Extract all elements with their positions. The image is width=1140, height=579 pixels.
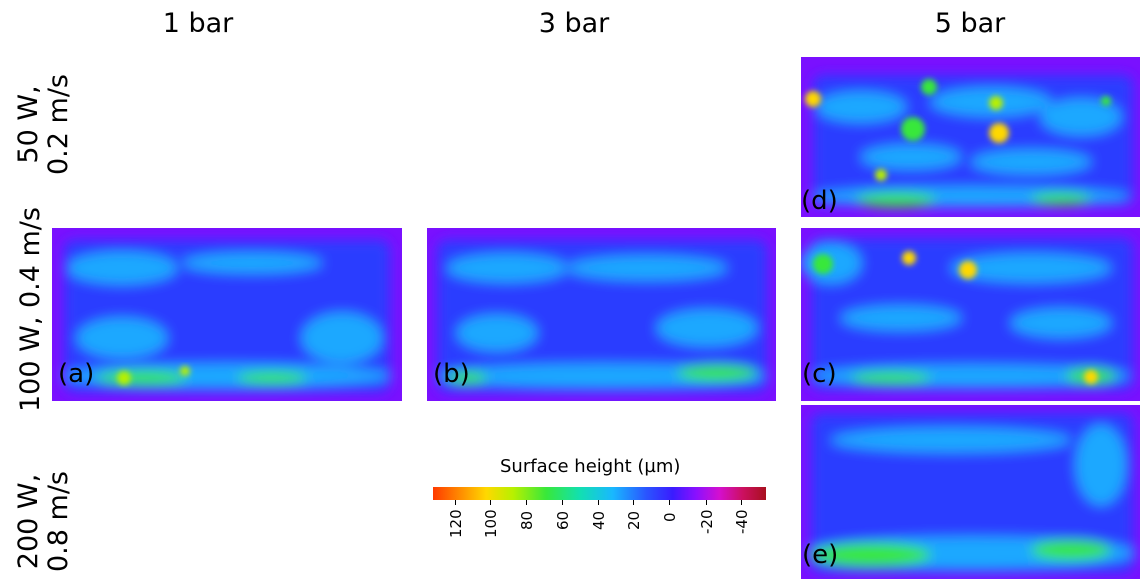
row-label-200w: 200 W, 0.8 m/s (13, 471, 74, 572)
colorbar-tick (633, 500, 634, 505)
colorbar-tick-label: 60 (554, 510, 572, 530)
colorbar-tick (490, 500, 491, 505)
column-header-1bar: 1 bar (162, 8, 234, 39)
colorbar-tick-label: 40 (590, 510, 608, 530)
row-label-100w: 100 W, 0.4 m/s (15, 207, 46, 412)
panel-label-a: (a) (58, 359, 95, 389)
colorbar-tick-label: 120 (447, 509, 465, 538)
panel-label-e: (e) (802, 540, 839, 570)
height-map-d (801, 57, 1140, 217)
colorbar-tick-label: -40 (733, 509, 751, 535)
row-label-50w: 50 W, 0.2 m/s (13, 74, 74, 175)
colorbar-tick (669, 500, 670, 505)
colorbar-tick (598, 500, 599, 505)
colorbar-tick (706, 500, 707, 505)
colorbar (433, 487, 766, 500)
height-map-e (801, 405, 1140, 579)
colorbar-tick (526, 500, 527, 505)
panel-label-b: (b) (433, 359, 470, 389)
height-map-c (801, 228, 1140, 401)
colorbar-tick-label: 80 (518, 510, 536, 530)
legend-title: Surface height (µm) (500, 456, 681, 477)
colorbar-tick-label: 0 (661, 512, 679, 522)
column-header-5bar: 5 bar (934, 8, 1006, 39)
panel-label-d: (d) (801, 186, 838, 216)
colorbar-tick-label: 20 (625, 510, 643, 530)
colorbar-tick (741, 500, 742, 505)
colorbar-tick-label: 100 (482, 509, 500, 538)
height-map-b (427, 228, 776, 401)
panel-label-c: (c) (802, 359, 837, 389)
colorbar-tick (562, 500, 563, 505)
colorbar-tick (455, 500, 456, 505)
column-header-3bar: 3 bar (538, 8, 610, 39)
colorbar-tick-label: -20 (698, 509, 716, 535)
height-map-a (52, 228, 402, 401)
